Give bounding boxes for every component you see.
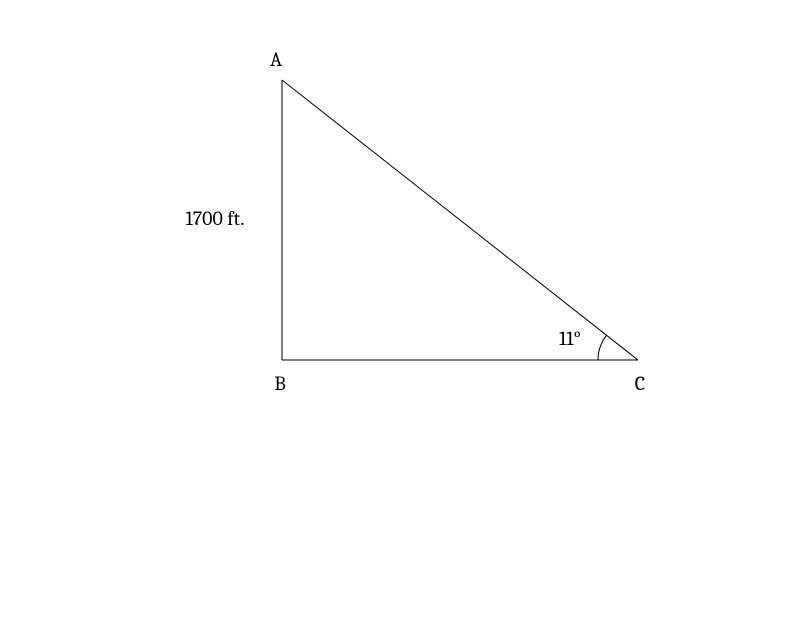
triangle-diagram: A B C 1700 ft. 11° [0,0,800,617]
angle-c-label: 11° [559,327,581,350]
vertex-label-b: B [274,372,286,395]
vertex-label-a: A [270,48,282,71]
vertex-label-c: C [635,372,645,395]
side-ca [282,80,638,360]
side-ab-label: 1700 ft. [186,207,245,230]
angle-arc-c [598,335,607,360]
